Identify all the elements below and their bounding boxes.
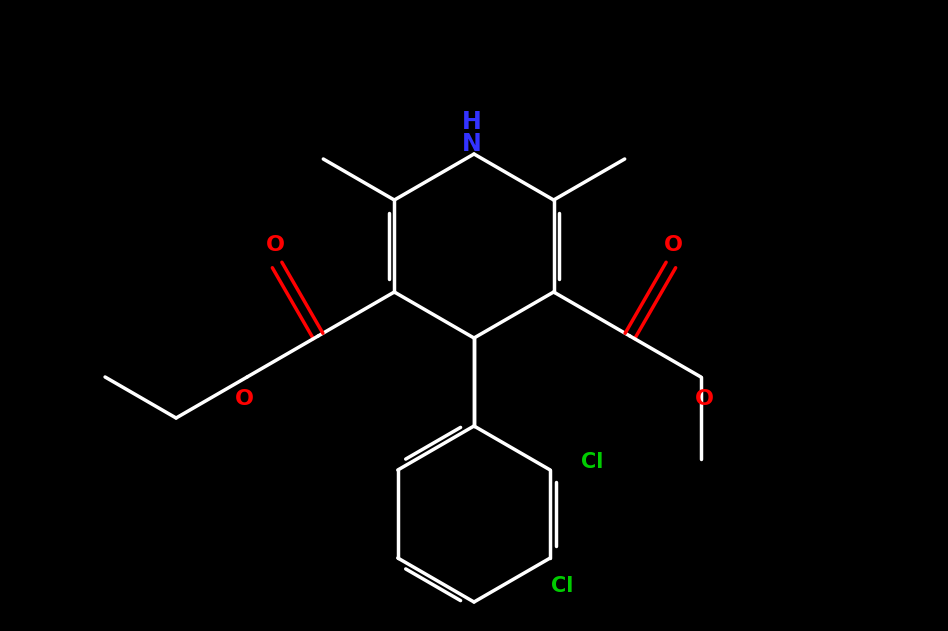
Text: O: O xyxy=(234,389,254,409)
Text: H: H xyxy=(462,110,482,134)
Text: N: N xyxy=(462,132,482,156)
Text: O: O xyxy=(664,235,683,255)
Text: O: O xyxy=(694,389,714,409)
Text: O: O xyxy=(265,235,284,255)
Text: Cl: Cl xyxy=(581,452,603,472)
Text: Cl: Cl xyxy=(551,576,574,596)
